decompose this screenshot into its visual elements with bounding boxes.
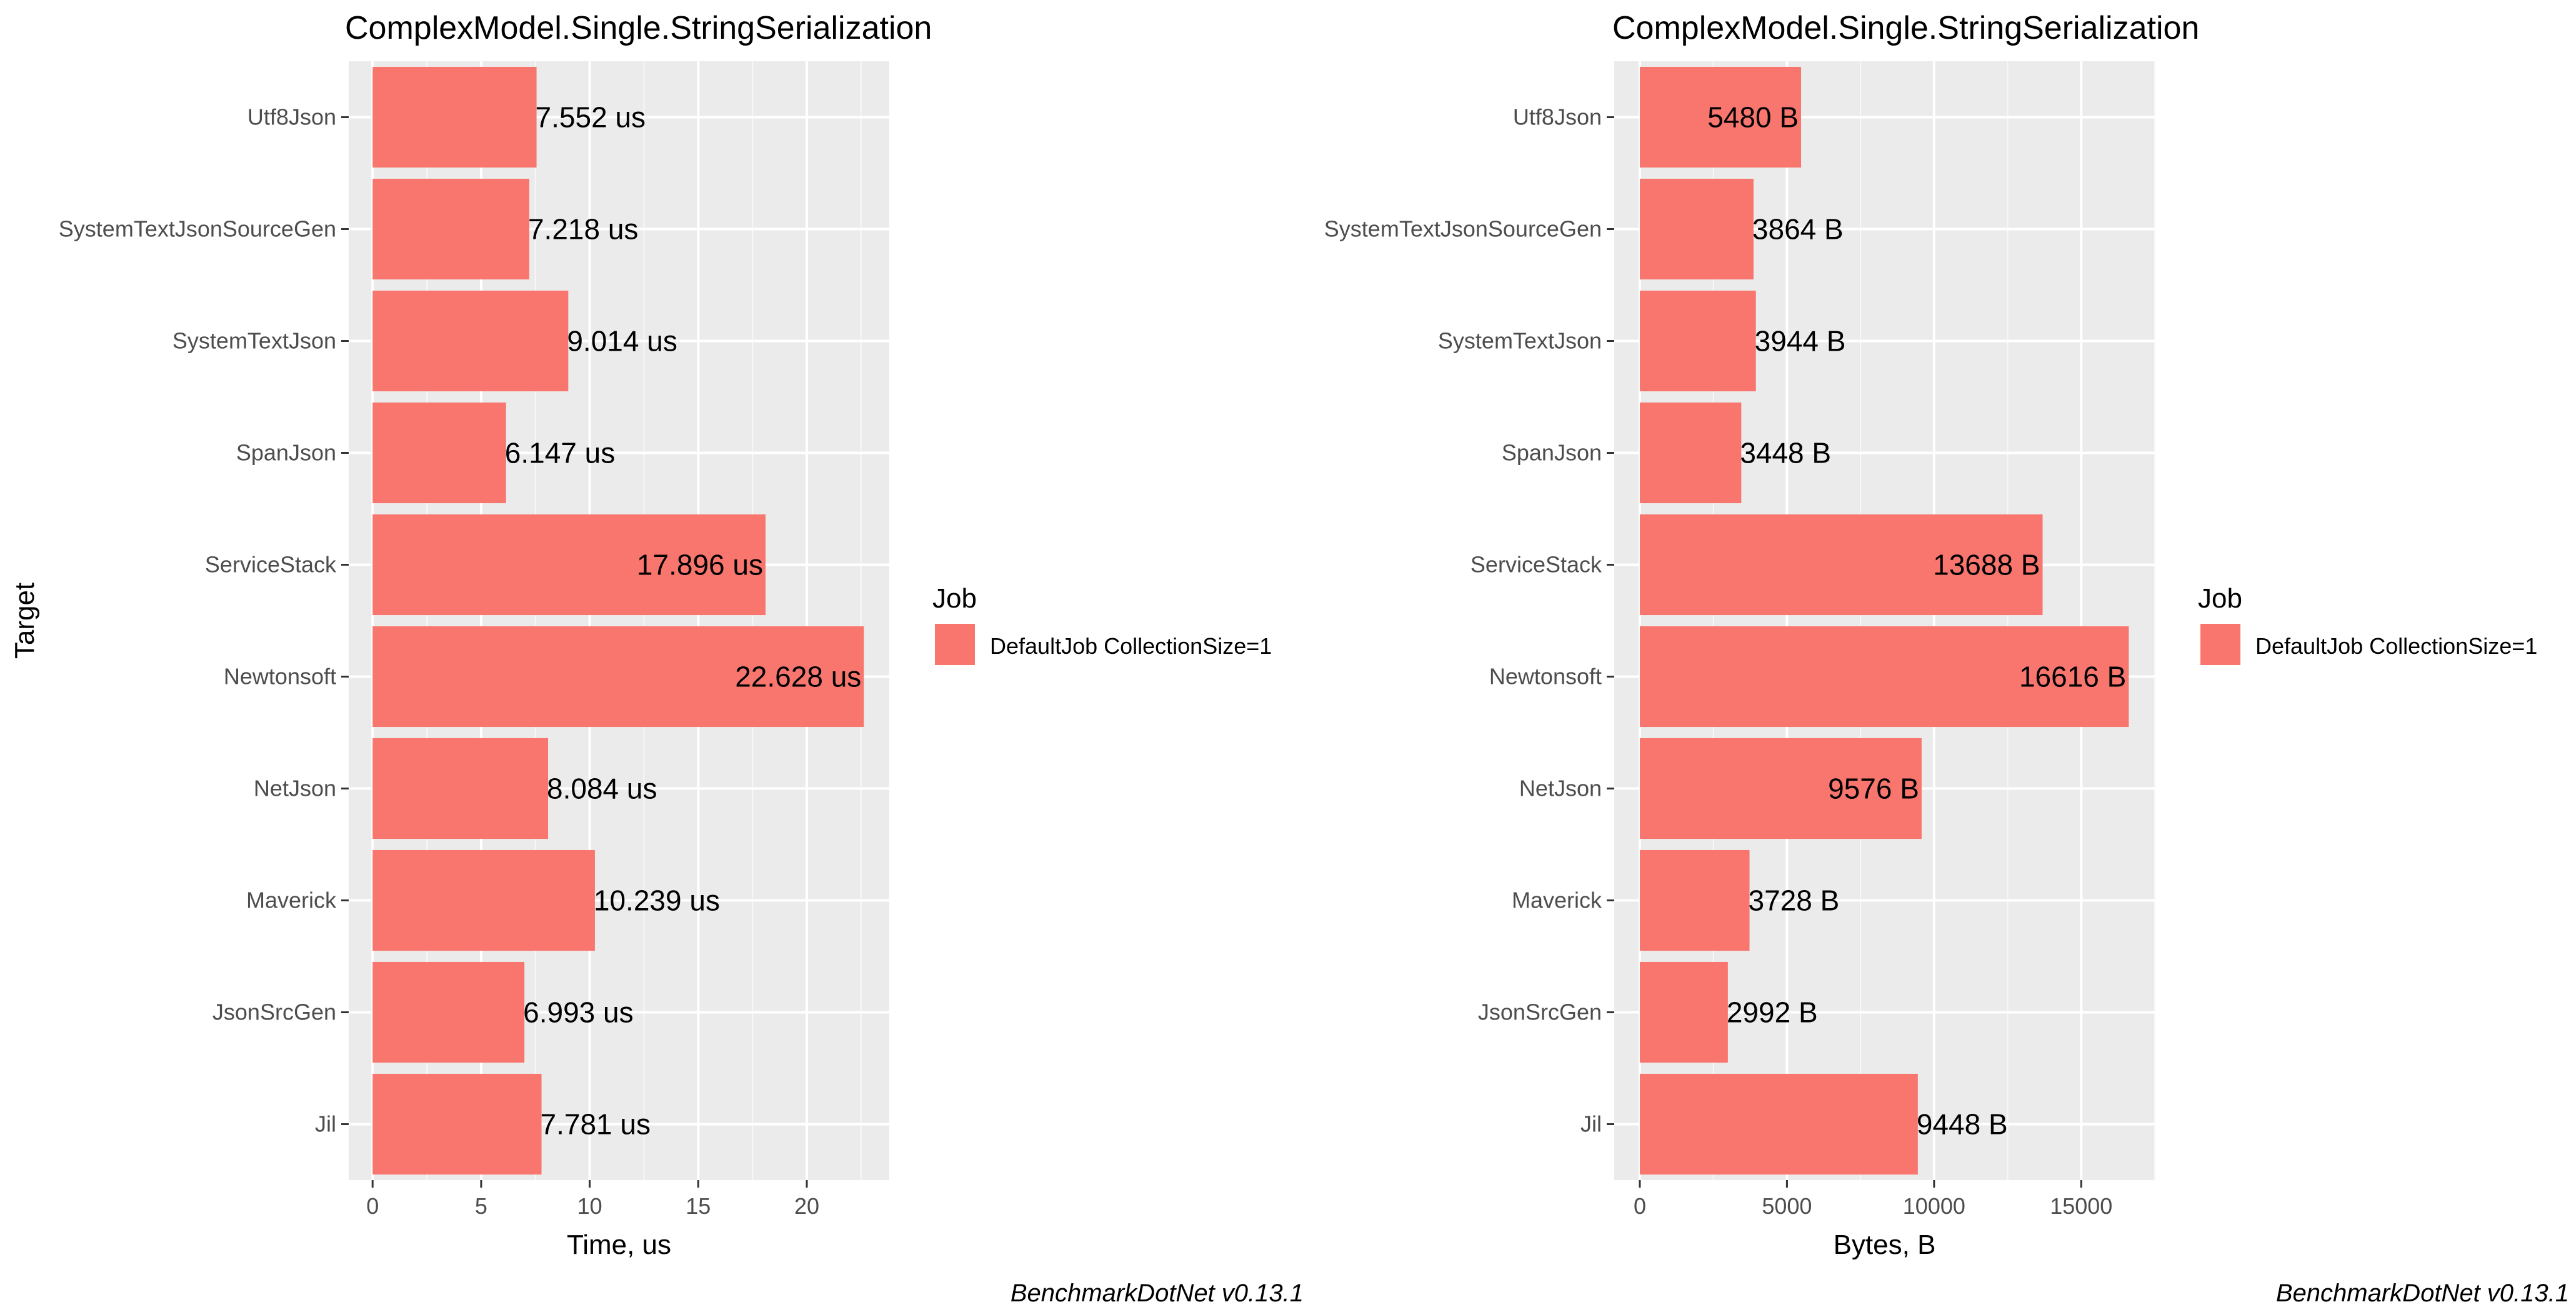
caption: BenchmarkDotNet v0.13.1 [1011, 1279, 1304, 1307]
value-label: 3864 B [1752, 213, 1844, 246]
y-tick-label: Utf8Json [1513, 104, 1602, 130]
value-label: 7.552 us [536, 101, 646, 134]
y-tick-label: SystemTextJson [1438, 328, 1602, 354]
y-tick-label: ServiceStack [1470, 552, 1602, 578]
bar-servicestack [1639, 514, 2043, 616]
x-tick-label: 5 [475, 1193, 487, 1219]
chart-panel-1: 7.781 us 6.993 us 10.239 us 8.084 us 22.628 … [9, 10, 1304, 1307]
bar-jil [372, 1073, 542, 1175]
bar-systemtextjsonsourcegen [372, 178, 529, 280]
y-tick-label: SystemTextJsonSourceGen [59, 216, 336, 242]
chart-title: ComplexModel.Single.StringSerialization [345, 10, 932, 46]
bar-jsonsrcgen [1639, 961, 1728, 1063]
bar-servicestack [372, 514, 766, 616]
y-tick-label: Newtonsoft [1489, 664, 1602, 689]
caption: BenchmarkDotNet v0.13.1 [2276, 1279, 2569, 1307]
bar-utf8json [1639, 66, 1802, 168]
chart-panel-2: 9448 B 2992 B 3728 B 9576 B 16616 B 13688 B 34… [1324, 10, 2569, 1307]
y-tick-label: ServiceStack [205, 552, 337, 578]
bar-maverick [1639, 849, 1750, 951]
x-tick-label: 5000 [1762, 1193, 1812, 1219]
x-tick-label: 10000 [1903, 1193, 1965, 1219]
y-axis-title: Target [9, 583, 40, 659]
x-tick-label: 20 [794, 1193, 819, 1219]
legend-entry: DefaultJob CollectionSize=1 [990, 633, 1272, 659]
y-tick-label: Newtonsoft [224, 664, 336, 689]
y-tick-label: SpanJson [236, 440, 336, 466]
y-tick-label: Utf8Json [247, 104, 336, 130]
legend-swatch [935, 624, 975, 665]
x-tick-label: 15 [686, 1193, 711, 1219]
x-tick-label: 0 [366, 1193, 379, 1219]
value-label: 9.014 us [567, 325, 677, 358]
y-tick-label: JsonSrcGen [1478, 999, 1602, 1025]
bar-netjson [372, 738, 549, 839]
y-tick-label: Jil [315, 1111, 336, 1137]
legend-swatch [2200, 624, 2240, 665]
value-label: 9576 B [1828, 773, 1919, 805]
value-label: 13688 B [1933, 549, 2040, 581]
bar-newtonsoft [372, 626, 864, 728]
bar-systemtextjson [1639, 290, 1756, 392]
y-tick-label: JsonSrcGen [212, 999, 336, 1025]
bar-newtonsoft [1639, 626, 2129, 728]
bar-systemtextjson [372, 290, 569, 392]
value-label: 5480 B [1707, 101, 1799, 134]
value-label: 7.781 us [541, 1108, 651, 1141]
y-tick-label: Maverick [246, 888, 337, 913]
bar-jsonsrcgen [372, 961, 525, 1063]
legend-title: Job [2198, 583, 2242, 614]
value-label: 9448 B [1917, 1108, 2008, 1141]
value-label: 10.239 us [594, 884, 720, 917]
bar-netjson [1639, 738, 1922, 839]
legend-entry: DefaultJob CollectionSize=1 [2255, 633, 2537, 659]
y-tick-label: NetJson [1519, 776, 1602, 801]
bar-jil [1639, 1073, 1918, 1175]
chart-title: ComplexModel.Single.StringSerialization [1612, 10, 2199, 46]
bar-maverick [372, 849, 595, 951]
x-axis-title: Bytes, B [1834, 1229, 1936, 1260]
legend-title: Job [932, 583, 977, 614]
value-label: 6.147 us [505, 437, 615, 469]
value-label: 3944 B [1755, 325, 1846, 358]
value-label: 22.628 us [735, 661, 861, 693]
value-label: 3728 B [1749, 884, 1840, 917]
value-label: 17.896 us [637, 549, 763, 581]
value-label: 2992 B [1727, 996, 1818, 1029]
y-tick-label: Maverick [1512, 888, 1602, 913]
bar-utf8json [372, 66, 537, 168]
x-tick-label: 10 [577, 1193, 602, 1219]
y-tick-label: SystemTextJson [172, 328, 336, 354]
y-tick-label: Jil [1580, 1111, 1602, 1137]
x-tick-label: 15000 [2050, 1193, 2112, 1219]
y-tick-label: NetJson [254, 776, 336, 801]
y-tick-label: SystemTextJsonSourceGen [1324, 216, 1602, 242]
value-label: 6.993 us [523, 996, 633, 1029]
y-tick-label: SpanJson [1502, 440, 1602, 466]
value-label: 16616 B [2019, 661, 2126, 693]
bar-spanjson [372, 402, 506, 504]
value-label: 7.218 us [528, 213, 638, 246]
value-label: 8.084 us [547, 773, 657, 805]
value-label: 3448 B [1740, 437, 1831, 469]
bar-systemtextjsonsourcegen [1639, 178, 1754, 280]
x-tick-label: 0 [1634, 1193, 1646, 1219]
x-axis-title: Time, us [567, 1229, 671, 1260]
bar-spanjson [1639, 402, 1742, 504]
